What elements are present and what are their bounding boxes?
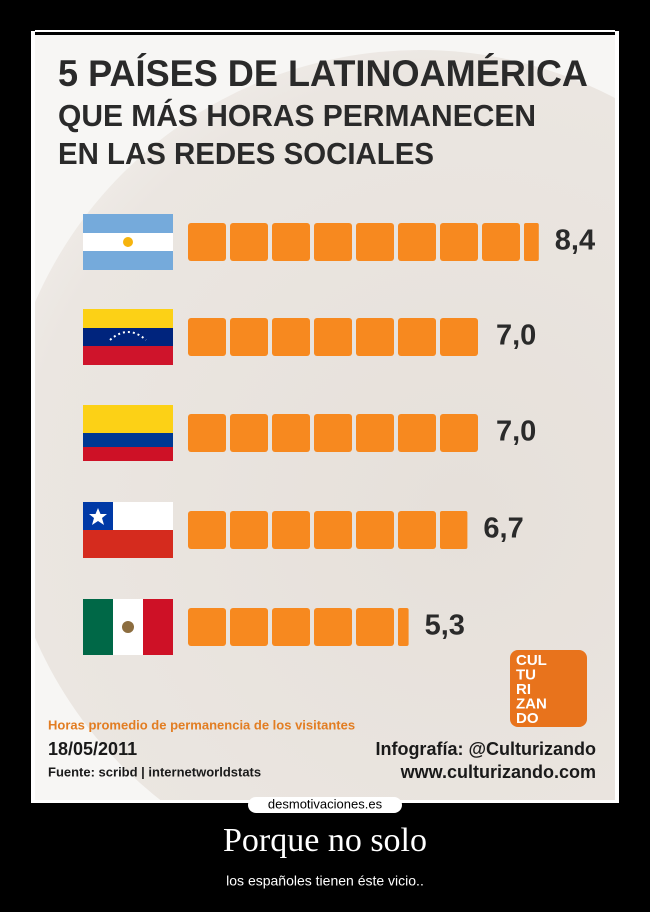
bar-segment <box>272 511 310 549</box>
bar-segment <box>356 511 394 549</box>
logo-line: DO <box>516 710 539 727</box>
source: Fuente: scribd | internetworldstats <box>48 764 261 779</box>
watermark: desmotivaciones.es <box>268 796 383 811</box>
logo-line: ZAN <box>516 695 547 712</box>
bar-segment <box>188 414 226 452</box>
bar-segment <box>188 223 226 261</box>
bar-segment <box>398 511 436 549</box>
bar-segment <box>314 223 352 261</box>
bar-segment <box>188 511 226 549</box>
logo-line: CUL <box>516 652 547 669</box>
bar-segment <box>230 223 268 261</box>
flag-chile <box>83 502 173 558</box>
bar-segment <box>524 223 539 261</box>
caption: Porque no solo <box>223 822 427 859</box>
chart-subtitle: Horas promedio de permanencia de los vis… <box>48 717 355 732</box>
value-label: 6,7 <box>483 513 523 545</box>
bar-segment <box>272 223 310 261</box>
bar-segment <box>398 318 436 356</box>
bar <box>188 608 409 646</box>
bar-segment <box>440 511 468 549</box>
bar-segment <box>272 414 310 452</box>
bar-segment <box>188 608 226 646</box>
logo <box>510 650 587 727</box>
credit: Infografía: @Culturizando <box>375 739 596 759</box>
bar-segment <box>272 318 310 356</box>
bar-segment <box>230 608 268 646</box>
bar-segment <box>440 223 478 261</box>
flag-venezuela <box>83 309 173 365</box>
bar <box>188 318 478 356</box>
value-label: 7,0 <box>496 416 536 448</box>
title-line: 5 PAÍSES DE LATINOAMÉRICA <box>58 53 588 94</box>
bar <box>188 511 468 549</box>
website: www.culturizando.com <box>400 762 596 782</box>
value-label: 8,4 <box>555 225 595 257</box>
bar-segment <box>230 511 268 549</box>
bar-segment <box>188 318 226 356</box>
bar-segment <box>482 223 520 261</box>
bar-segment <box>314 511 352 549</box>
bar-segment <box>272 608 310 646</box>
bar-segment <box>440 414 478 452</box>
logo-line: TU <box>516 666 536 683</box>
bar <box>188 223 539 261</box>
bar-segment <box>356 414 394 452</box>
bar-segment <box>398 414 436 452</box>
flag-argentina <box>83 214 173 270</box>
date: 18/05/2011 <box>48 739 137 759</box>
value-label: 5,3 <box>425 610 465 642</box>
bar-segment <box>230 318 268 356</box>
title-line: EN LAS REDES SOCIALES <box>58 136 434 171</box>
bar-segment <box>314 318 352 356</box>
watermark-pill <box>248 797 402 813</box>
bar-segment <box>230 414 268 452</box>
flag-colombia <box>83 405 173 461</box>
bar-segment <box>398 608 409 646</box>
bar-segment <box>356 608 394 646</box>
bar-segment <box>314 608 352 646</box>
caption-text: los españoles tienen éste vicio.. <box>226 873 424 889</box>
title-line: QUE MÁS HORAS PERMANECEN <box>58 98 536 133</box>
bar-segment <box>398 223 436 261</box>
value-label: 7,0 <box>496 320 536 352</box>
bar <box>188 414 478 452</box>
flag-mexico <box>83 599 173 655</box>
bar-segment <box>314 414 352 452</box>
bar-segment <box>356 223 394 261</box>
bar-segment <box>356 318 394 356</box>
bar-segment <box>440 318 478 356</box>
logo-line: RI <box>516 681 531 698</box>
